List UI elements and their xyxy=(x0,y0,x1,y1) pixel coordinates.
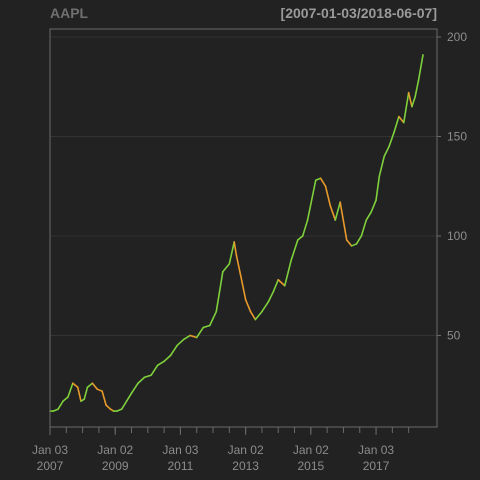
price-segment xyxy=(195,326,205,339)
price-segment xyxy=(125,392,133,402)
x-tick-label-line2: 2011 xyxy=(168,459,194,473)
price-segment xyxy=(182,334,192,341)
x-tick-label-line1: Jan 02 xyxy=(293,443,329,457)
price-segment xyxy=(339,201,348,241)
price-segment xyxy=(57,400,64,410)
price-segment xyxy=(143,374,152,379)
price-segment xyxy=(233,241,238,257)
price-segment xyxy=(407,91,413,108)
price-segment xyxy=(301,219,309,237)
price-segment xyxy=(417,54,424,82)
price-segment xyxy=(378,155,386,178)
price-segment xyxy=(355,235,363,245)
price-segment xyxy=(296,235,304,241)
price-segment xyxy=(254,310,263,321)
chart-title: AAPL xyxy=(50,5,89,21)
price-segment xyxy=(306,203,312,221)
price-segment xyxy=(150,364,159,377)
price-segment xyxy=(365,211,372,221)
x-tick-label-line2: 2015 xyxy=(297,459,324,473)
chart-date-range: [2007-01-03/2018-06-07] xyxy=(280,5,437,21)
price-segment xyxy=(62,396,69,402)
price-segment xyxy=(277,278,286,287)
plot-background xyxy=(50,29,437,427)
price-segment xyxy=(411,95,416,108)
x-tick-label-line2: 2007 xyxy=(37,459,64,473)
price-segment xyxy=(67,382,74,398)
price-segment xyxy=(105,404,112,410)
price-segment xyxy=(388,131,395,148)
price-segment xyxy=(290,239,299,261)
price-segment xyxy=(329,205,337,221)
price-segment xyxy=(202,324,211,329)
price-segment xyxy=(370,199,377,213)
y-tick-label: 50 xyxy=(447,328,461,342)
x-tick-label-line1: Jan 03 xyxy=(32,443,68,457)
price-segment xyxy=(314,177,322,182)
price-segment xyxy=(137,376,146,385)
x-tick-label-line2: 2017 xyxy=(363,459,390,473)
price-segment xyxy=(393,115,400,134)
price-segment xyxy=(208,310,218,327)
price-segment xyxy=(360,219,368,237)
plot-frame xyxy=(49,28,438,428)
price-segment xyxy=(319,177,327,188)
x-tick-label-line1: Jan 03 xyxy=(358,443,394,457)
price-segment xyxy=(235,255,242,277)
price-segment xyxy=(283,259,293,287)
price-segment xyxy=(86,382,94,389)
y-tick-label: 100 xyxy=(447,229,467,243)
price-segment xyxy=(402,91,410,124)
price-segment xyxy=(228,241,236,265)
price-segment xyxy=(52,408,59,412)
y-tick-label: 150 xyxy=(447,129,467,143)
price-segment xyxy=(244,298,252,313)
x-tick-label-line2: 2009 xyxy=(102,459,129,473)
price-segment xyxy=(249,310,257,321)
price-segment xyxy=(215,270,224,313)
price-segment xyxy=(383,145,390,158)
price-segment xyxy=(310,179,317,205)
x-tick-label-line1: Jan 02 xyxy=(228,443,264,457)
price-segment xyxy=(91,382,99,390)
x-tick-label-line2: 2013 xyxy=(232,459,259,473)
x-tick-label-line1: Jan 02 xyxy=(97,443,133,457)
price-segment xyxy=(345,239,353,247)
price-segment xyxy=(398,115,405,124)
y-tick-label: 200 xyxy=(447,30,467,44)
price-segment xyxy=(101,390,107,406)
price-segment xyxy=(375,175,381,201)
price-segment xyxy=(72,382,79,389)
price-segment xyxy=(156,360,165,367)
price-segment xyxy=(130,382,139,394)
price-segment xyxy=(239,274,247,301)
price-segment xyxy=(272,278,280,293)
price-segment xyxy=(222,263,231,273)
price-segment xyxy=(116,408,123,412)
x-tick-label-line1: Jan 03 xyxy=(162,443,198,457)
price-segment xyxy=(120,400,128,410)
price-segment xyxy=(96,388,103,392)
price-segment xyxy=(83,386,89,400)
price-segment xyxy=(189,334,198,339)
price-segment xyxy=(267,290,275,303)
price-segment xyxy=(261,300,270,313)
price-segment xyxy=(76,386,82,402)
price-segment xyxy=(324,185,332,207)
price-segment xyxy=(176,338,185,347)
price-segment xyxy=(169,344,178,357)
price-segment xyxy=(334,201,341,221)
price-segment xyxy=(350,243,358,247)
price-segment xyxy=(414,79,420,98)
price-segment xyxy=(163,354,172,363)
